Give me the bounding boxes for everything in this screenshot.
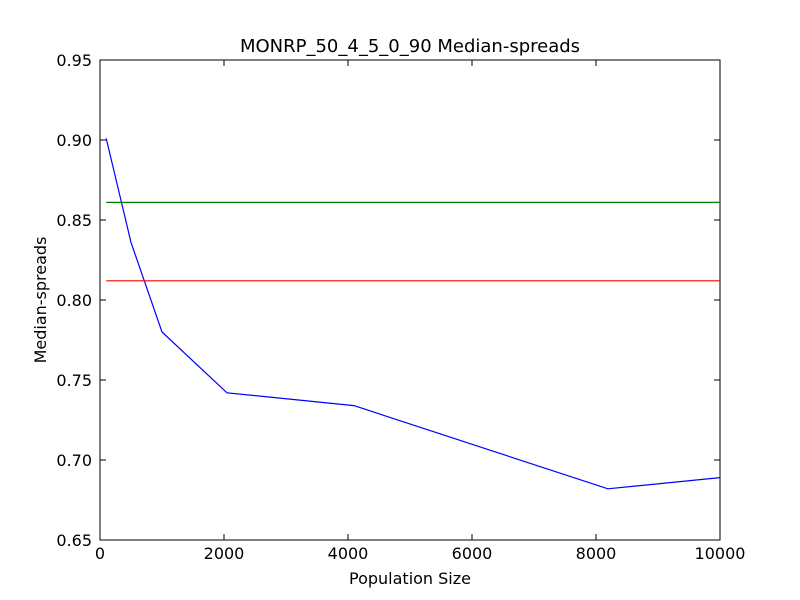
y-tick-label: 0.90: [56, 131, 92, 150]
plot-area: [99, 59, 721, 541]
y-tick-label: 0.70: [56, 451, 92, 470]
x-axis-label: Population Size: [349, 569, 471, 588]
x-tick-label: 10000: [695, 544, 746, 563]
y-tick-label: 0.95: [56, 51, 92, 70]
y-tick-label: 0.80: [56, 291, 92, 310]
y-tick-label: 0.75: [56, 371, 92, 390]
y-axis-ticks: 0.65 0.70 0.75 0.80 0.85 0.90 0.95: [56, 51, 720, 550]
y-tick-label: 0.65: [56, 531, 92, 550]
x-axis-ticks: 0 2000 4000 6000 8000 10000: [95, 60, 746, 563]
x-tick-label: 2000: [204, 544, 245, 563]
y-axis-label: Median-spreads: [31, 237, 50, 364]
y-tick-label: 0.85: [56, 211, 92, 230]
x-tick-label: 8000: [576, 544, 617, 563]
x-tick-label: 6000: [452, 544, 493, 563]
series-line-1: [105, 138, 721, 490]
x-tick-label: 0: [95, 544, 105, 563]
series-layer: [105, 138, 721, 490]
chart-title: MONRP_50_4_5_0_90 Median-spreads: [240, 36, 580, 57]
x-tick-label: 4000: [328, 544, 369, 563]
